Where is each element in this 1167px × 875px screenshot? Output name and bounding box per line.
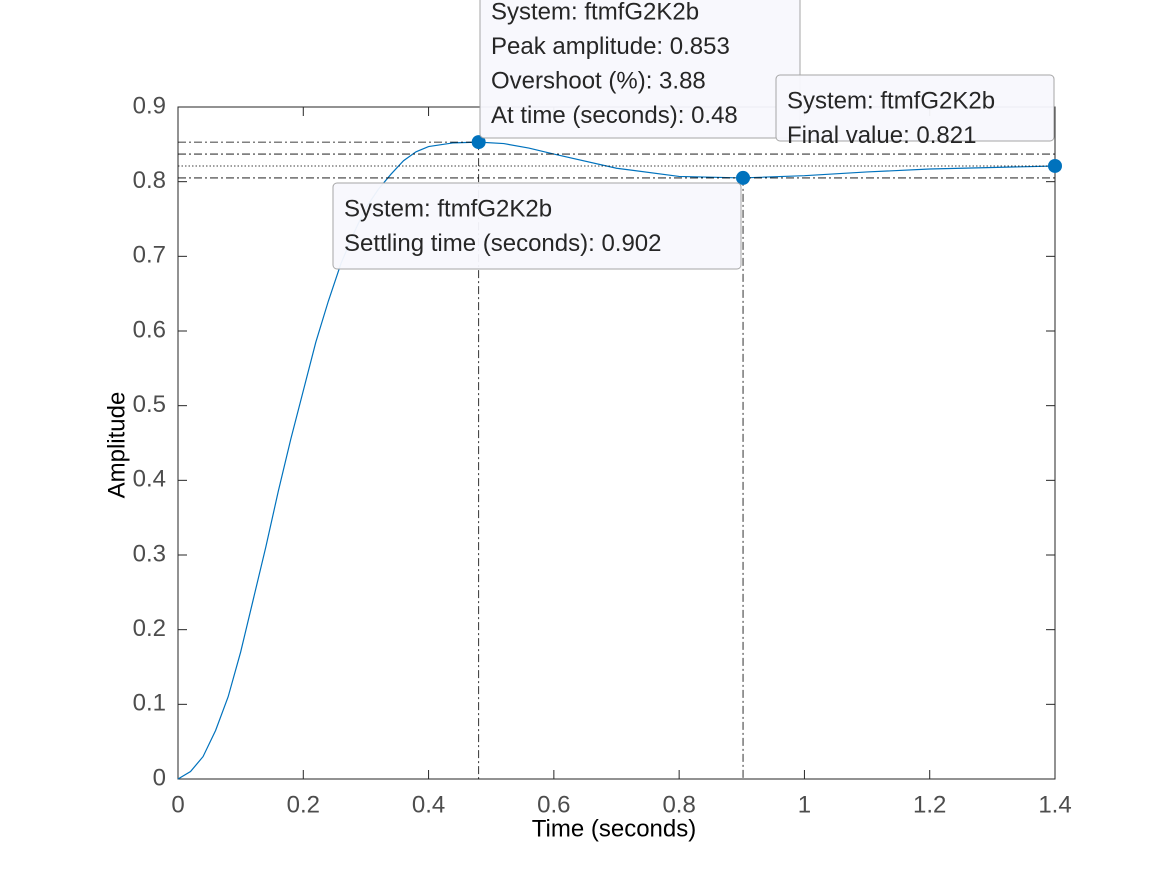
response-line (177, 141, 1056, 780)
y-tick-label: 0.3 (133, 540, 166, 567)
x-tick-label: 0.8 (662, 791, 695, 818)
data-tip-text: At time (seconds): 0.48 (491, 102, 738, 129)
y-tick-label: 0.4 (133, 466, 166, 493)
data-tip-box (332, 182, 742, 270)
data-tip-text: Settling time (seconds): 0.902 (344, 230, 662, 257)
y-tick-label: 0.1 (133, 690, 166, 717)
x-tick-label: 1 (798, 791, 811, 818)
y-axis-label: Amplitude (103, 392, 130, 499)
data-tip-text: System: ftmfG2K2b (787, 87, 995, 114)
x-tick-label: 0 (171, 791, 184, 818)
data-tip-box (775, 74, 1055, 142)
data-tip-marker (736, 170, 751, 185)
y-tick-label: 0.9 (133, 92, 166, 119)
data-tip-marker (1048, 158, 1062, 173)
x-tick-label: 0.6 (537, 791, 570, 818)
data-tip-text: System: ftmfG2K2b (491, 0, 699, 25)
x-tick-label: 1.2 (913, 791, 946, 818)
data-tip-text: System: ftmfG2K2b (344, 195, 552, 222)
data-tip-text: Overshoot (%): 3.88 (491, 67, 706, 94)
y-tick-label: 0.7 (133, 242, 166, 269)
y-tick-label: 0 (153, 764, 166, 791)
x-axis-label: Time (seconds) (532, 815, 696, 842)
y-tick-label: 0.6 (133, 316, 166, 343)
y-tick-label: 0.5 (133, 391, 166, 418)
data-tip-marker (471, 135, 486, 150)
data-tip-text: Final value: 0.821 (787, 122, 976, 149)
data-tip: System: ftmfG2K2b Final value: 0.821 (775, 74, 1055, 149)
data-tip: System: ftmfG2K2b Settling time (seconds)… (332, 182, 742, 270)
x-tick-label: 0.2 (287, 791, 320, 818)
y-tick-label: 0.2 (133, 615, 166, 642)
data-tip-box (479, 0, 801, 139)
data-tip-text: Peak amplitude: 0.853 (491, 33, 730, 60)
data-tip: System: ftmfG2K2b Peak amplitude: 0.853 Ov… (479, 0, 801, 139)
x-tick-label: 0.4 (412, 791, 445, 818)
y-tick-label: 0.8 (133, 167, 166, 194)
x-tick-label: 1.4 (1038, 791, 1071, 818)
